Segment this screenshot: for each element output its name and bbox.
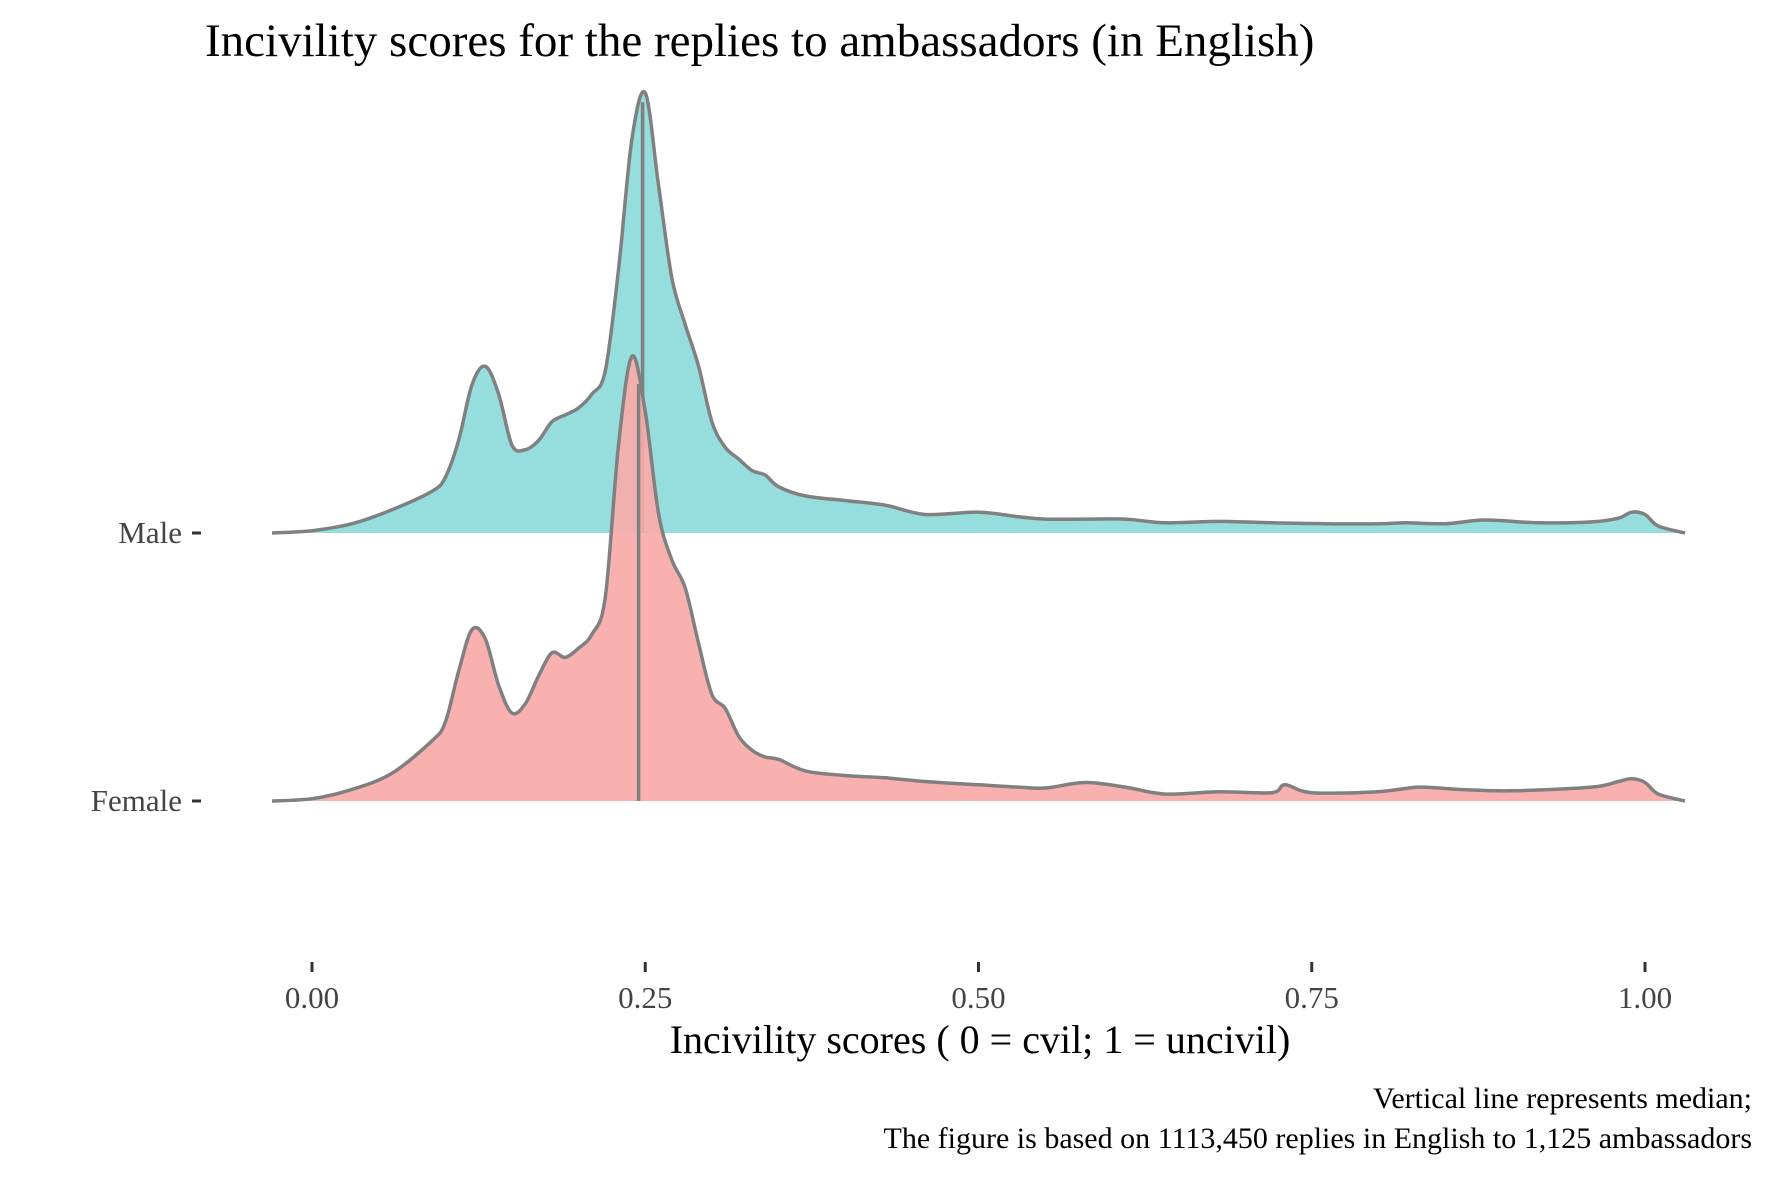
caption-line-1: Vertical line represents median; [1373,1082,1752,1115]
x-tick-label: 0.50 [951,980,1005,1015]
male-density-area [272,91,1685,534]
female-density-area [272,355,1685,801]
x-tick-label: 1.00 [1618,980,1672,1015]
x-tick-label: 0.00 [285,980,339,1015]
x-axis-title: Incivility scores ( 0 = cvil; 1 = uncivi… [670,1017,1291,1062]
y-axis: Male Female [91,515,201,818]
x-axis: 0.00 0.25 0.50 0.75 1.00 [285,962,1672,1015]
ridges-layer [271,89,1686,803]
x-tick-label: 0.75 [1285,980,1339,1015]
x-tick-label: 0.25 [618,980,672,1015]
caption-line-2: The figure is based on 1113,450 replies … [884,1122,1752,1155]
chart-title: Incivility scores for the replies to amb… [205,15,1315,67]
female-density-outline [271,354,1686,803]
y-tick-label-male: Male [118,515,182,550]
y-tick-label-female: Female [91,783,182,818]
male-density-outline [271,89,1686,535]
